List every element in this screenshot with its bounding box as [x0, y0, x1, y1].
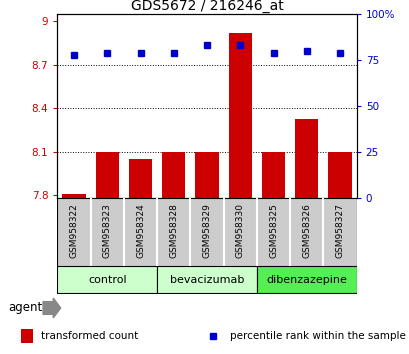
Text: GSM958330: GSM958330 — [235, 203, 244, 258]
Bar — [195, 152, 218, 198]
Text: percentile rank within the sample: percentile rank within the sample — [229, 331, 405, 341]
Text: dibenzazepine: dibenzazepine — [266, 275, 346, 285]
FancyBboxPatch shape — [57, 266, 157, 293]
Bar — [162, 152, 185, 198]
Text: GSM958325: GSM958325 — [268, 203, 277, 258]
Text: GSM958324: GSM958324 — [136, 203, 145, 258]
Text: GSM958323: GSM958323 — [103, 203, 112, 258]
Text: control: control — [88, 275, 126, 285]
Title: GDS5672 / 216246_at: GDS5672 / 216246_at — [130, 0, 283, 13]
Bar — [328, 152, 351, 198]
Text: bevacizumab: bevacizumab — [169, 275, 244, 285]
FancyArrow shape — [43, 298, 61, 318]
Text: GSM958327: GSM958327 — [335, 203, 344, 258]
Bar — [228, 33, 251, 198]
Bar — [62, 194, 85, 198]
FancyBboxPatch shape — [256, 266, 356, 293]
Text: GSM958326: GSM958326 — [301, 203, 310, 258]
Bar — [20, 329, 33, 343]
Bar — [95, 152, 119, 198]
Text: GSM958329: GSM958329 — [202, 203, 211, 258]
Text: transformed count: transformed count — [41, 331, 138, 341]
Text: GSM958322: GSM958322 — [70, 203, 79, 258]
Text: GSM958328: GSM958328 — [169, 203, 178, 258]
Bar — [128, 159, 152, 198]
Text: agent: agent — [8, 302, 43, 314]
FancyBboxPatch shape — [157, 266, 256, 293]
Bar — [294, 119, 318, 198]
Bar — [261, 152, 285, 198]
